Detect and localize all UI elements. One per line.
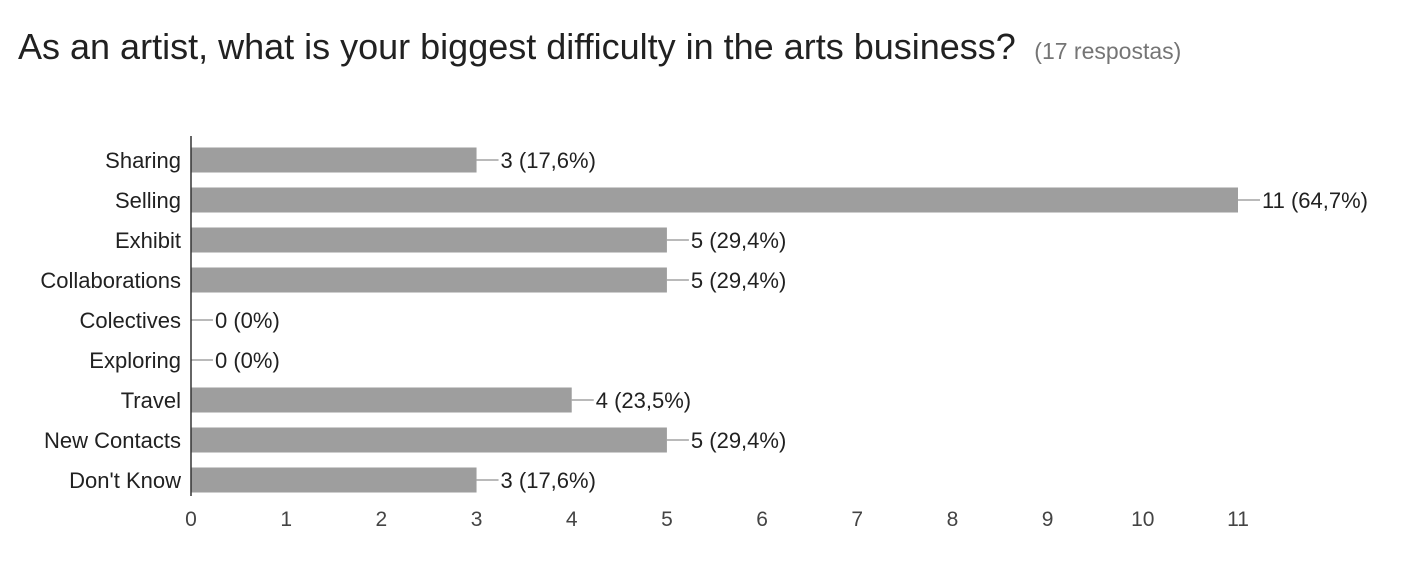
data-label: 5 (29,4%) — [691, 268, 786, 293]
x-tick-label: 8 — [947, 508, 959, 531]
category-label: Exploring — [89, 348, 181, 373]
category-label: New Contacts — [44, 428, 181, 453]
data-label: 3 (17,6%) — [501, 148, 596, 173]
x-tick-label: 11 — [1227, 508, 1249, 531]
data-label: 11 (64,7%) — [1262, 188, 1368, 213]
bar — [191, 467, 477, 493]
category-label: Sharing — [105, 148, 181, 173]
x-tick-label: 7 — [851, 508, 863, 531]
data-label: 0 (0%) — [215, 308, 280, 333]
x-tick-label: 1 — [280, 508, 292, 531]
x-tick-label: 3 — [471, 508, 483, 531]
data-label: 0 (0%) — [215, 348, 280, 373]
category-label: Colectives — [80, 308, 181, 333]
x-tick-label: 5 — [661, 508, 673, 531]
bar — [191, 267, 667, 293]
response-count: (17 respostas) — [1034, 38, 1182, 64]
data-label: 5 (29,4%) — [691, 428, 786, 453]
data-label: 4 (23,5%) — [596, 388, 691, 413]
category-label: Collaborations — [40, 268, 181, 293]
x-tick-label: 0 — [185, 508, 197, 531]
category-label: Travel — [121, 388, 181, 413]
category-label: Don't Know — [69, 468, 181, 493]
bar — [191, 227, 667, 253]
x-tick-label: 10 — [1131, 508, 1154, 531]
chart-title: As an artist, what is your biggest diffi… — [18, 26, 1016, 67]
x-tick-label: 9 — [1042, 508, 1054, 531]
chart-header: As an artist, what is your biggest diffi… — [18, 26, 1181, 68]
x-tick-label: 4 — [566, 508, 578, 531]
bar — [191, 427, 667, 453]
x-tick-label: 6 — [756, 508, 768, 531]
x-tick-label: 2 — [376, 508, 388, 531]
data-label: 5 (29,4%) — [691, 228, 786, 253]
category-label: Selling — [115, 188, 181, 213]
bar — [191, 147, 477, 173]
bar — [191, 187, 1238, 213]
bar — [191, 387, 572, 413]
category-label: Exhibit — [115, 228, 181, 253]
data-label: 3 (17,6%) — [501, 468, 596, 493]
